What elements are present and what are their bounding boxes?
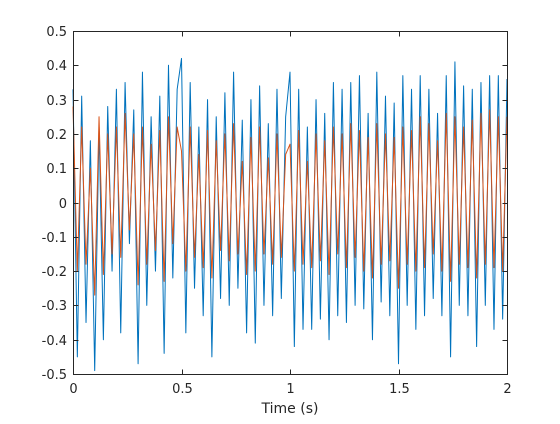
y-tick-label: -0.3 (42, 299, 67, 314)
x-tick-label: 1.5 (389, 382, 410, 397)
x-tick-label: 0.5 (172, 382, 193, 397)
x-tick-label: 1 (286, 382, 294, 397)
y-tick-label: -0.2 (42, 265, 67, 280)
y-tick-label: 0.3 (46, 94, 67, 109)
x-axis-label: Time (s) (261, 401, 319, 417)
series-line-2 (72, 106, 508, 296)
series-layer (72, 57, 508, 372)
y-tick-label: 0.2 (46, 128, 67, 143)
y-tick-label: 0.5 (46, 25, 67, 40)
y-tick-label: -0.4 (42, 334, 67, 349)
x-tick-label: 0 (69, 382, 77, 397)
x-tick-label: 2 (503, 382, 511, 397)
y-tick-label: -0.5 (42, 368, 67, 383)
tick-layer: 0 0.5 1 1.5 2 -0.5 -0.4 -0.3 -0.2 -0.1 0 0.1 0.2 0.3 0… (42, 25, 512, 397)
y-tick-label: -0.1 (42, 231, 67, 246)
y-tick-label: 0.1 (46, 162, 67, 177)
y-tick-label: 0.4 (46, 59, 67, 74)
y-tick-label: 0 (59, 197, 67, 212)
